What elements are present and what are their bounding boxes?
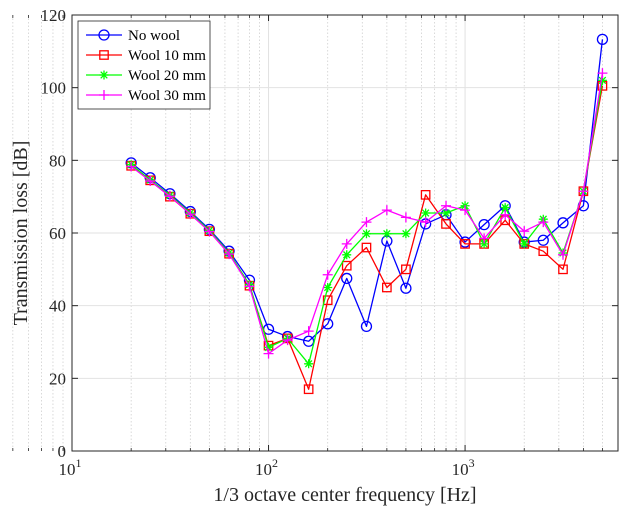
data-point: [341, 272, 353, 285]
axis-ticks: [12, 14, 619, 452]
x-tick-label-base: 10: [59, 460, 76, 479]
data-point: [500, 203, 510, 213]
data-point: [519, 226, 530, 237]
data-point: [421, 208, 431, 218]
legend-item: Wool 30 mm: [86, 88, 206, 104]
data-point: [597, 75, 607, 85]
y-tick-label: 20: [49, 369, 66, 388]
x-tick-label: 102: [255, 456, 278, 479]
legend-marker: [99, 70, 109, 80]
data-point: [479, 239, 489, 249]
y-tick-label: 100: [41, 79, 67, 98]
legend-label: Wool 30 mm: [128, 88, 206, 104]
data-point: [557, 217, 569, 229]
data-point: [459, 236, 471, 248]
x-tick-label-base: 10: [452, 460, 469, 479]
legend-marker: [99, 50, 109, 60]
data-point: [441, 208, 451, 218]
data-point: [479, 233, 490, 244]
data-point: [597, 68, 608, 79]
data-point: [164, 191, 175, 202]
data-point: [303, 384, 314, 395]
x-tick-labels: 101 102 103: [59, 456, 475, 479]
data-point: [145, 176, 156, 187]
x-axis-label: 1/3 octave center frequency [Hz]: [213, 484, 476, 506]
data-point: [596, 33, 609, 45]
data-point: [360, 320, 373, 333]
data-point: [441, 200, 452, 211]
legend-marker: [99, 90, 109, 100]
data-point: [558, 264, 568, 275]
data-point: [537, 234, 549, 246]
legend-marker: [98, 29, 110, 41]
data-point: [460, 205, 471, 216]
series-4: [126, 68, 608, 359]
y-tick-labels: 0 20 40 60 80 100 120: [41, 6, 67, 461]
legend-label: Wool 20 mm: [128, 68, 206, 84]
data-point: [224, 249, 235, 260]
data-point: [341, 238, 352, 249]
x-tick-label: 101: [59, 456, 82, 479]
data-point: [382, 229, 392, 239]
data-point: [323, 283, 333, 292]
data-point: [500, 209, 511, 220]
data-point: [185, 209, 196, 220]
data-point: [400, 282, 412, 294]
data-point: [361, 229, 371, 239]
data-point: [420, 189, 431, 200]
x-tick-label-base: 10: [255, 460, 272, 479]
data-point: [381, 205, 392, 216]
data-point: [558, 249, 569, 260]
data-point: [361, 217, 372, 228]
data-point: [478, 218, 490, 231]
data-point: [342, 250, 352, 260]
data-point: [420, 217, 431, 228]
data-point: [341, 260, 352, 271]
legend-item: Wool 20 mm: [86, 68, 206, 84]
legend-item: Wool 10 mm: [86, 48, 206, 64]
data-point: [578, 186, 589, 197]
data-point: [304, 359, 314, 369]
data-point: [244, 281, 255, 292]
y-tick-label: 0: [58, 442, 67, 461]
y-tick-label: 120: [41, 6, 67, 25]
data-point: [401, 229, 411, 239]
data-point: [361, 242, 372, 253]
y-tick-label: 40: [49, 297, 66, 316]
data-point: [263, 348, 274, 359]
data-point: [382, 282, 392, 293]
y-tick-label: 80: [49, 151, 66, 170]
data-point: [322, 269, 333, 280]
data-point: [322, 295, 333, 306]
y-axis-label: Transmission loss [dB]: [10, 141, 32, 326]
data-point: [303, 326, 314, 337]
x-tick-label-exponent: 3: [469, 456, 475, 470]
data-point: [460, 239, 470, 249]
legend-box: [77, 20, 211, 110]
data-point: [441, 219, 451, 229]
x-tick-label: 103: [452, 456, 475, 479]
data-point: [264, 342, 274, 352]
x-tick-label-exponent: 1: [76, 456, 82, 470]
data-point: [126, 161, 137, 172]
y-tick-label: 60: [49, 224, 66, 243]
data-point: [538, 217, 549, 228]
legend-item: No wool: [86, 28, 180, 44]
data-point: [204, 226, 215, 237]
legend: No wool Wool 10 mm Wool 20 mm Wool 30 mm: [77, 20, 211, 110]
data-point: [282, 335, 293, 346]
data-point: [400, 212, 411, 223]
data-point: [519, 239, 529, 249]
legend-label: Wool 10 mm: [128, 48, 206, 64]
series-layer: [125, 33, 609, 395]
x-tick-label-exponent: 2: [272, 456, 278, 470]
data-point: [401, 264, 411, 275]
legend-label: No wool: [128, 28, 180, 44]
data-point: [538, 246, 549, 257]
